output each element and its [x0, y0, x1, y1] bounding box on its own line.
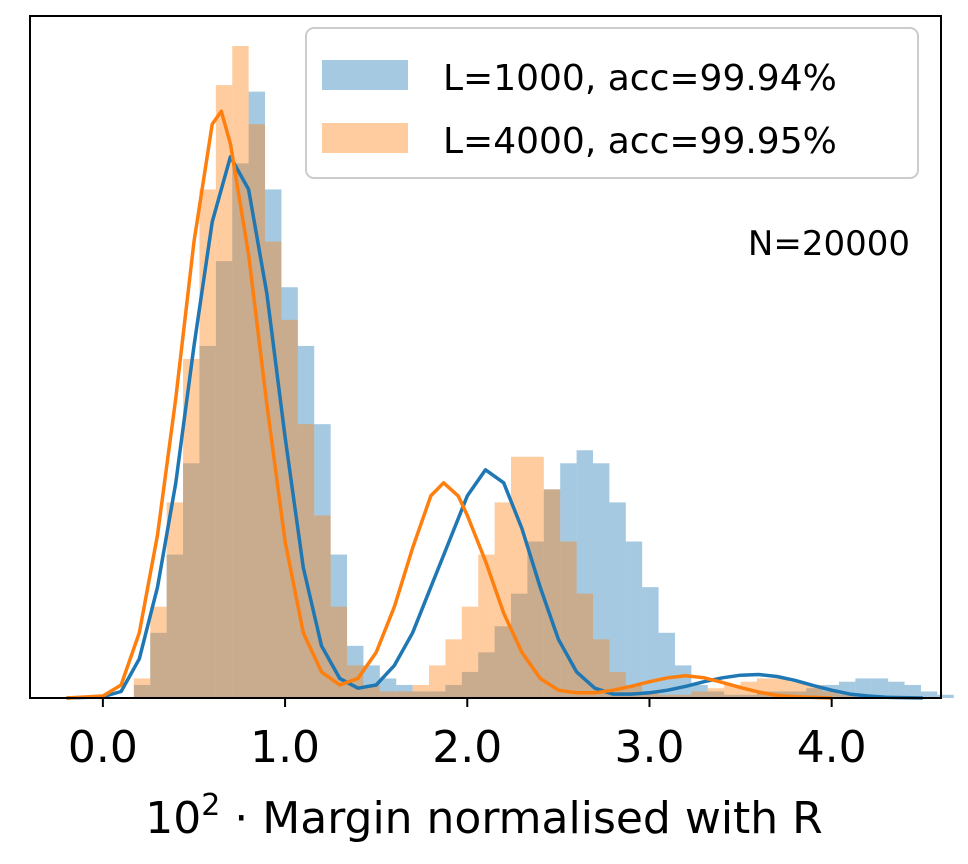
bar-l1000-19 [445, 684, 462, 698]
x-tick-label: 4.0 [797, 722, 867, 773]
bar-l1000-48 [920, 691, 938, 698]
bar-l4000-28 [592, 639, 610, 698]
bar-l1000-9 [281, 287, 298, 698]
bar-l4000-6 [232, 46, 249, 698]
bar-l1000-25 [543, 489, 561, 698]
bar-l1000-47 [904, 684, 921, 698]
kde-curves [66, 109, 923, 700]
bar-l1000-6 [232, 163, 249, 699]
bar-l4000-23 [511, 456, 528, 698]
kde-line-l4000 [66, 109, 832, 700]
bar-l1000-10 [297, 345, 315, 698]
legend: L=1000, acc=99.94% L=4000, acc=99.95% [305, 27, 919, 179]
x-axis-ticks: 0.0 1.0 2.0 3.0 4.0 [68, 698, 867, 773]
bar-l1000-18 [429, 691, 446, 698]
bar-l4000-42 [822, 691, 839, 698]
bar-l1000-0 [133, 684, 151, 698]
bar-l4000-35 [707, 688, 725, 698]
legend-label-l4000: L=4000, acc=99.95% [443, 121, 837, 162]
bar-l1000-40 [789, 691, 807, 698]
bar-l1000-7 [248, 91, 266, 698]
bar-l4000-16 [396, 691, 413, 698]
bar-l4000-1 [150, 606, 167, 698]
bar-l4000-0 [133, 678, 151, 698]
bar-l1000-20 [461, 671, 479, 698]
bar-l4000-34 [691, 691, 708, 698]
legend-swatch-l1000 [322, 60, 408, 90]
bar-l1000-2 [166, 554, 184, 698]
bar-l4000-39 [773, 678, 790, 698]
x-tick-label: 0.0 [68, 722, 138, 773]
bar-l4000-2 [166, 502, 184, 698]
bar-l4000-27 [576, 593, 593, 698]
plot-frame [29, 15, 942, 699]
sample-count-annotation: N=20000 [748, 224, 910, 264]
bar-l4000-15 [379, 691, 397, 698]
bar-l4000-21 [478, 554, 495, 698]
bar-l1000-27 [576, 450, 593, 698]
bar-l1000-14 [363, 665, 380, 698]
bar-l1000-12 [330, 554, 348, 698]
x-axis-title: 102 · Margin normalised with R [145, 788, 823, 844]
bar-l1000-32 [658, 632, 675, 698]
bar-l1000-35 [707, 691, 725, 698]
bar-l1000-26 [560, 463, 577, 698]
bar-l1000-16 [396, 684, 413, 698]
kde-line-l1000 [66, 155, 923, 700]
bar-l1000-37 [740, 694, 757, 698]
legend-swatch-l4000 [322, 123, 408, 153]
bar-l1000-17 [412, 691, 430, 698]
bar-l4000-31 [642, 691, 659, 698]
bar-l1000-45 [871, 678, 889, 698]
bar-l1000-36 [724, 694, 741, 698]
bar-l4000-19 [445, 639, 462, 698]
bar-l4000-32 [658, 694, 675, 698]
bar-l1000-21 [478, 652, 495, 698]
bar-l1000-49 [937, 694, 954, 698]
bar-l1000-15 [379, 678, 397, 698]
x-tick-label: 2.0 [432, 722, 502, 773]
bar-l1000-29 [609, 502, 626, 698]
legend-box [305, 27, 919, 179]
bar-l4000-5 [215, 85, 233, 699]
bar-l1000-1 [150, 632, 167, 698]
x-tick-label: 3.0 [614, 722, 684, 773]
bar-l4000-26 [560, 541, 577, 698]
bar-l4000-25 [543, 489, 561, 698]
bar-l1000-41 [806, 688, 823, 698]
bar-l1000-46 [888, 681, 905, 698]
bar-l4000-40 [789, 681, 807, 698]
bar-l4000-10 [297, 424, 315, 698]
bar-l4000-12 [330, 606, 348, 698]
bar-l1000-34 [691, 684, 708, 698]
bar-l4000-33 [674, 694, 692, 698]
legend-label-l1000: L=1000, acc=99.94% [443, 58, 837, 99]
bar-l4000-17 [412, 684, 430, 698]
bar-l4000-3 [183, 358, 200, 698]
bar-l4000-43 [838, 694, 856, 698]
bar-l1000-5 [215, 261, 233, 698]
bar-l1000-28 [592, 463, 610, 698]
bar-l4000-22 [494, 502, 512, 698]
bar-l1000-3 [183, 463, 200, 698]
x-tick-label: 1.0 [250, 722, 320, 773]
bar-l4000-8 [265, 241, 282, 698]
bar-l1000-30 [625, 541, 643, 698]
bar-l4000-20 [461, 606, 479, 698]
bar-l1000-33 [674, 665, 692, 698]
bar-l1000-31 [642, 587, 659, 698]
bar-l4000-4 [199, 189, 216, 698]
bar-l1000-44 [855, 678, 872, 698]
bar-l4000-18 [429, 665, 446, 698]
bar-l1000-22 [494, 626, 512, 698]
bar-l1000-4 [199, 345, 216, 698]
bar-l4000-9 [281, 319, 298, 698]
